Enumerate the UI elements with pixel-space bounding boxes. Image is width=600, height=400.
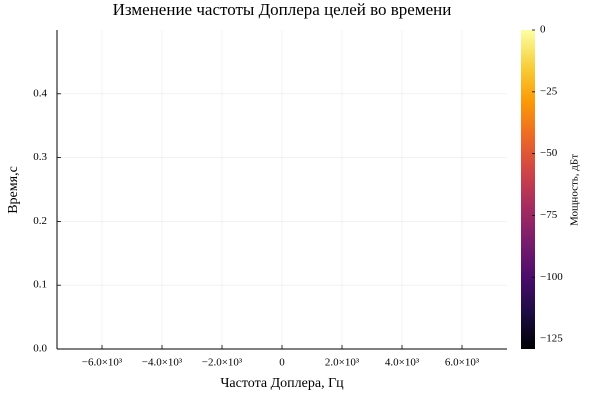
colorbar-tick-label: −125 [540, 333, 563, 345]
colorbar-label: Мощность, дБт [569, 154, 581, 226]
x-tick-label: 4.0×10³ [385, 357, 420, 369]
x-tick-label: −2.0×10³ [202, 357, 243, 369]
colorbar [521, 30, 535, 349]
x-axis-label: Частота Доплера, Гц [220, 376, 344, 391]
colorbar-tick-label: −50 [540, 147, 558, 159]
y-tick-label: 0.4 [33, 87, 47, 99]
y-tick-label: 0.0 [33, 343, 47, 355]
colorbar-tick-label: 0 [540, 24, 546, 36]
colorbar-tick-label: −75 [540, 209, 558, 221]
colorbar-tick-label: −25 [540, 85, 558, 97]
x-tick-label: −4.0×10³ [142, 357, 183, 369]
x-tick-label: 6.0×10³ [445, 357, 480, 369]
y-tick-label: 0.2 [33, 215, 47, 227]
x-tick-label: 2.0×10³ [325, 357, 360, 369]
x-tick-label: 0 [279, 357, 285, 369]
y-tick-label: 0.1 [33, 279, 47, 291]
colorbar-tick-label: −100 [540, 271, 563, 283]
y-tick-label: 0.3 [33, 151, 47, 163]
x-tick-label: −6.0×10³ [82, 357, 123, 369]
chart-title: Изменение частоты Доплера целей во време… [113, 0, 452, 19]
y-axis-label: Время,с [6, 166, 21, 214]
